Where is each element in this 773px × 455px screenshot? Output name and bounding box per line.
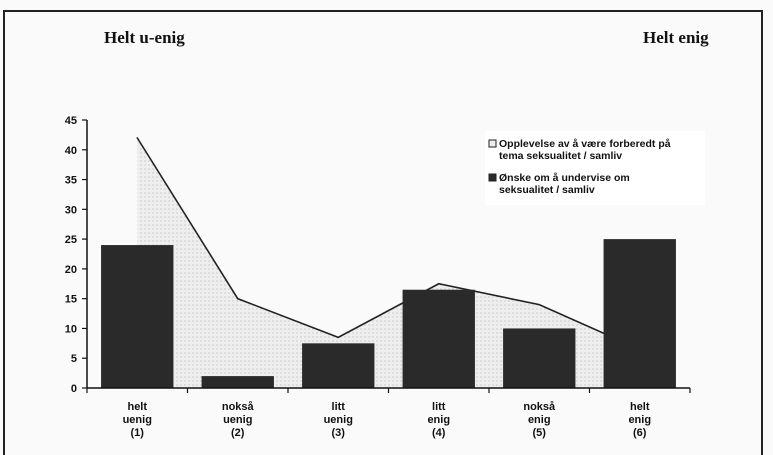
y-tick-label: 15	[65, 294, 77, 306]
bar	[402, 289, 475, 388]
x-tick-label: (6)	[633, 427, 647, 439]
x-tick-label: enig	[427, 414, 450, 426]
chart-frame	[3, 10, 763, 455]
area-point	[337, 336, 340, 339]
legend-label-bar: Ønske om å undervise om	[499, 172, 630, 184]
x-tick-label: uenig	[324, 414, 353, 426]
x-tick-label: litt	[332, 401, 346, 413]
x-tick-label: (3)	[332, 427, 346, 439]
area-point	[538, 303, 541, 306]
x-tick-label: enig	[628, 414, 651, 426]
y-tick-label: 30	[65, 204, 77, 216]
y-tick-label: 10	[65, 323, 77, 335]
x-tick-label: helt	[630, 401, 650, 413]
scale-right-label: Helt enig	[643, 28, 709, 47]
area-point	[236, 297, 239, 300]
area-series-line	[136, 137, 641, 351]
y-tick-label: 25	[65, 234, 77, 246]
scale-left-label: Helt u-enig	[104, 28, 185, 47]
area-point	[437, 282, 440, 285]
x-tick-label: nokså	[222, 401, 255, 413]
bar	[302, 343, 375, 388]
x-tick-label: (1)	[131, 427, 145, 439]
x-tick-label: (2)	[231, 427, 245, 439]
y-tick-label: 5	[71, 353, 77, 365]
x-tick-label: enig	[528, 414, 551, 426]
legend-label-bar: seksualitet / samliv	[499, 184, 595, 196]
bar	[603, 239, 676, 388]
y-tick-label: 35	[65, 175, 77, 187]
x-tick-label: (5)	[533, 427, 547, 439]
legend-label-area: Opplevelse av å være forberedt på	[499, 138, 671, 150]
x-tick-label: litt	[432, 401, 446, 413]
bar	[503, 328, 576, 388]
area-point	[136, 137, 139, 139]
x-tick-label: (4)	[432, 427, 446, 439]
legend-swatch-area	[488, 139, 497, 148]
legend-swatch-bar	[488, 173, 497, 182]
y-tick-label: 40	[65, 145, 77, 157]
legend-label-area: tema seksualitet / samliv	[499, 150, 622, 162]
area-series-fill	[137, 137, 640, 388]
x-tick-label: uenig	[223, 414, 252, 426]
bar	[201, 376, 274, 388]
x-tick-label: helt	[127, 401, 147, 413]
y-tick-label: 20	[65, 264, 77, 276]
legend-box	[485, 131, 705, 205]
bar	[101, 245, 174, 388]
x-tick-label: nokså	[523, 401, 556, 413]
y-tick-label: 45	[65, 115, 77, 127]
y-tick-label: 0	[71, 383, 77, 395]
x-tick-label: uenig	[123, 414, 152, 426]
